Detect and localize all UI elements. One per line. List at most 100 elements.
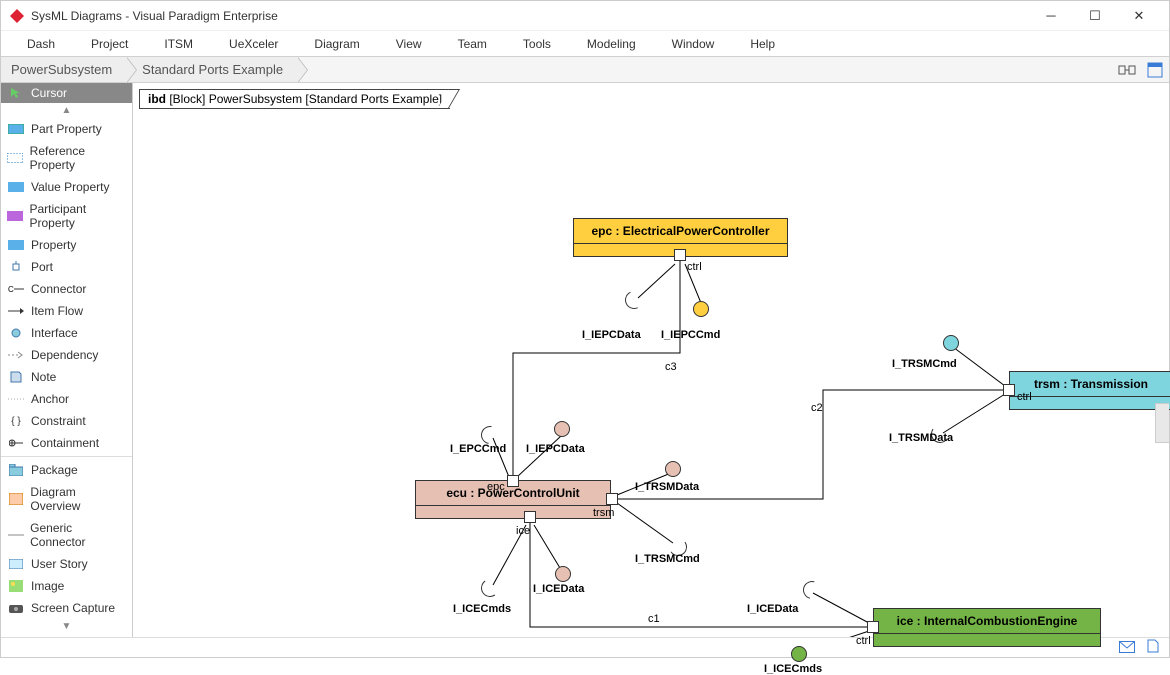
menu-modeling[interactable]: Modeling xyxy=(569,33,654,55)
palette-connector[interactable]: CConnector xyxy=(1,278,132,300)
lbl-trsm-cmd: I_TRSMCmd xyxy=(892,358,957,370)
lbl-ecu-epccmd: I_EPCCmd xyxy=(450,443,506,455)
connector-icon: C xyxy=(7,282,25,296)
palette-interface[interactable]: Interface xyxy=(1,322,132,344)
user-story-icon xyxy=(7,557,25,571)
prov-ecu-icedata[interactable] xyxy=(555,566,571,582)
menu-help[interactable]: Help xyxy=(732,33,793,55)
screen-capture-icon xyxy=(7,601,25,615)
req-ecu-icecmds[interactable] xyxy=(480,578,501,599)
palette-diagram-overview[interactable]: Diagram Overview xyxy=(1,481,132,517)
prov-ecu-iepcdata[interactable] xyxy=(554,421,570,437)
diagram-canvas[interactable]: ibd [Block] PowerSubsystem [Standard Por… xyxy=(133,83,1169,637)
block-ice[interactable]: ice : InternalCombustionEngine xyxy=(873,608,1101,647)
item-flow-icon xyxy=(7,304,25,318)
palette-image[interactable]: Image xyxy=(1,575,132,597)
menubar: Dash Project ITSM UeXceler Diagram View … xyxy=(1,31,1169,57)
prov-epc-cmd[interactable] xyxy=(693,301,709,317)
port-ice-ctrl[interactable] xyxy=(867,621,879,633)
palette-participant-property[interactable]: Participant Property xyxy=(1,198,132,234)
palette-screen-capture[interactable]: Screen Capture xyxy=(1,597,132,619)
palette-reference-property[interactable]: Reference Property xyxy=(1,140,132,176)
palette-anchor[interactable]: Anchor xyxy=(1,388,132,410)
block-trsm[interactable]: trsm : Transmission xyxy=(1009,371,1170,410)
lbl-ecu-epc: epc xyxy=(487,481,505,493)
maximize-button[interactable]: ☐ xyxy=(1073,1,1117,31)
value-property-icon xyxy=(7,180,25,194)
lbl-epc-data: I_IEPCData xyxy=(582,329,641,341)
breadcrumb-item-1[interactable]: PowerSubsystem xyxy=(1,57,126,82)
palette-property[interactable]: Property xyxy=(1,234,132,256)
palette-more-down[interactable]: ▼ xyxy=(1,619,132,634)
app-logo-icon xyxy=(9,8,25,24)
menu-dash[interactable]: Dash xyxy=(9,33,73,55)
palette-port[interactable]: Port xyxy=(1,256,132,278)
constraint-icon: { } xyxy=(7,414,25,428)
cursor-icon xyxy=(7,86,25,100)
req-ice-data[interactable] xyxy=(800,578,825,603)
image-icon xyxy=(7,579,25,593)
lbl-trsm-data: I_TRSMData xyxy=(889,432,953,444)
lbl-c2: c2 xyxy=(811,402,823,414)
port-epc-ctrl[interactable] xyxy=(674,249,686,261)
diagram-overview-icon xyxy=(7,492,24,506)
containment-icon xyxy=(7,436,25,450)
lbl-epc-cmd: I_IEPCCmd xyxy=(661,329,720,341)
palette-cursor-label: Cursor xyxy=(31,86,67,100)
status-doc-icon[interactable] xyxy=(1147,639,1159,658)
status-mail-icon[interactable] xyxy=(1119,640,1135,658)
palette-package[interactable]: Package xyxy=(1,459,132,481)
menu-view[interactable]: View xyxy=(378,33,440,55)
palette-dependency[interactable]: Dependency xyxy=(1,344,132,366)
req-epc-data[interactable] xyxy=(622,288,645,311)
palette-containment[interactable]: Containment xyxy=(1,432,132,454)
breadcrumb-bar: PowerSubsystem Standard Ports Example xyxy=(1,57,1169,83)
toolbar-layout-icon[interactable] xyxy=(1116,59,1138,81)
scrollbar-handle[interactable] xyxy=(1155,403,1169,443)
menu-uexceler[interactable]: UeXceler xyxy=(211,33,296,55)
menu-window[interactable]: Window xyxy=(654,33,733,55)
menu-team[interactable]: Team xyxy=(440,33,505,55)
block-trsm-label: trsm : Transmission xyxy=(1010,372,1170,397)
diagram-frame-label: ibd [Block] PowerSubsystem [Standard Por… xyxy=(139,89,450,109)
menu-tools[interactable]: Tools xyxy=(505,33,569,55)
palette-constraint[interactable]: { }Constraint xyxy=(1,410,132,432)
menu-project[interactable]: Project xyxy=(73,33,146,55)
port-icon xyxy=(7,260,25,274)
lbl-ecu-iepcdata: I_IEPCData xyxy=(526,443,585,455)
palette-generic-connector[interactable]: Generic Connector xyxy=(1,517,132,553)
generic-connector-icon xyxy=(7,528,24,542)
port-ecu-trsm[interactable] xyxy=(606,493,618,505)
dependency-icon xyxy=(7,348,25,362)
block-ice-label: ice : InternalCombustionEngine xyxy=(874,609,1100,634)
prov-ice-cmds[interactable] xyxy=(791,646,807,662)
palette-collapse-up[interactable]: ▲ xyxy=(1,103,132,118)
port-ecu-epc[interactable] xyxy=(507,475,519,487)
prov-ecu-trsmdata[interactable] xyxy=(665,461,681,477)
breadcrumb-item-2[interactable]: Standard Ports Example xyxy=(126,57,297,82)
palette-value-property[interactable]: Value Property xyxy=(1,176,132,198)
palette-cursor[interactable]: Cursor xyxy=(1,83,132,103)
tool-palette: Cursor ▲ Part Property Reference Propert… xyxy=(1,83,133,637)
prov-trsm-cmd[interactable] xyxy=(943,335,959,351)
menu-diagram[interactable]: Diagram xyxy=(296,33,377,55)
participant-property-icon xyxy=(7,209,23,223)
toolbar-panel-icon[interactable] xyxy=(1144,59,1166,81)
frame-prefix: ibd xyxy=(148,92,166,106)
anchor-icon xyxy=(7,392,25,406)
port-ecu-ice[interactable] xyxy=(524,511,536,523)
close-button[interactable]: ✕ xyxy=(1117,1,1161,31)
port-trsm-ctrl[interactable] xyxy=(1003,384,1015,396)
lbl-epc-ctrl: ctrl xyxy=(687,261,702,273)
palette-item-flow[interactable]: Item Flow xyxy=(1,300,132,322)
lbl-ecu-trsmdata: I_TRSMData xyxy=(635,481,699,493)
menu-itsm[interactable]: ITSM xyxy=(146,33,211,55)
lbl-c3: c3 xyxy=(665,361,677,373)
palette-user-story[interactable]: User Story xyxy=(1,553,132,575)
property-icon xyxy=(7,238,25,252)
note-icon xyxy=(7,370,25,384)
minimize-button[interactable]: ─ xyxy=(1029,1,1073,31)
palette-note[interactable]: Note xyxy=(1,366,132,388)
lbl-ecu-ice: ice xyxy=(516,525,530,537)
palette-part-property[interactable]: Part Property xyxy=(1,118,132,140)
